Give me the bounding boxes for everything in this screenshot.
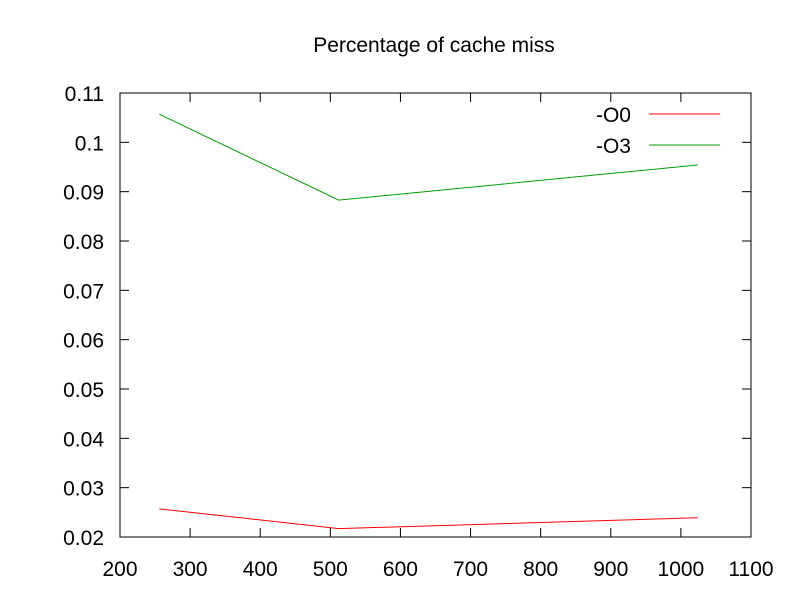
y-tick-label: 0.11 xyxy=(65,83,104,106)
chart-title: Percentage of cache miss xyxy=(313,34,555,57)
y-tick-label: 0.04 xyxy=(63,428,104,451)
y-tick-label: 0.02 xyxy=(63,527,104,550)
x-tick-label: 700 xyxy=(453,558,488,581)
y-tick-label: 0.1 xyxy=(75,132,104,155)
x-tick-label: 300 xyxy=(173,558,208,581)
legend: -O0-O3 xyxy=(596,104,720,158)
x-tick-label: 1100 xyxy=(728,558,773,581)
x-tick-label: 900 xyxy=(593,558,628,581)
series-line-o0 xyxy=(159,508,698,530)
legend-label: -O0 xyxy=(596,104,631,127)
x-tick-label: 1000 xyxy=(658,558,705,581)
axis-ticks: 200 300 400 500 600 700 800 900 1000 1100 0.02 0.03… xyxy=(63,83,773,581)
y-tick-label: 0.05 xyxy=(63,379,104,402)
y-tick-label: 0.06 xyxy=(63,330,104,353)
plot-frame xyxy=(119,92,752,538)
y-tick-label: 0.08 xyxy=(63,231,104,254)
series-line-o3 xyxy=(159,113,698,201)
legend-label: -O3 xyxy=(596,135,631,158)
x-tick-label: 400 xyxy=(243,558,278,581)
x-tick-label: 800 xyxy=(523,558,558,581)
y-tick-label: 0.03 xyxy=(63,478,104,501)
series-lines xyxy=(159,113,698,530)
y-tick-label: 0.07 xyxy=(63,280,104,303)
y-tick-label: 0.09 xyxy=(63,182,104,205)
x-tick-label: 600 xyxy=(383,558,418,581)
x-tick-label: 200 xyxy=(102,558,137,581)
x-tick-label: 500 xyxy=(313,558,348,581)
